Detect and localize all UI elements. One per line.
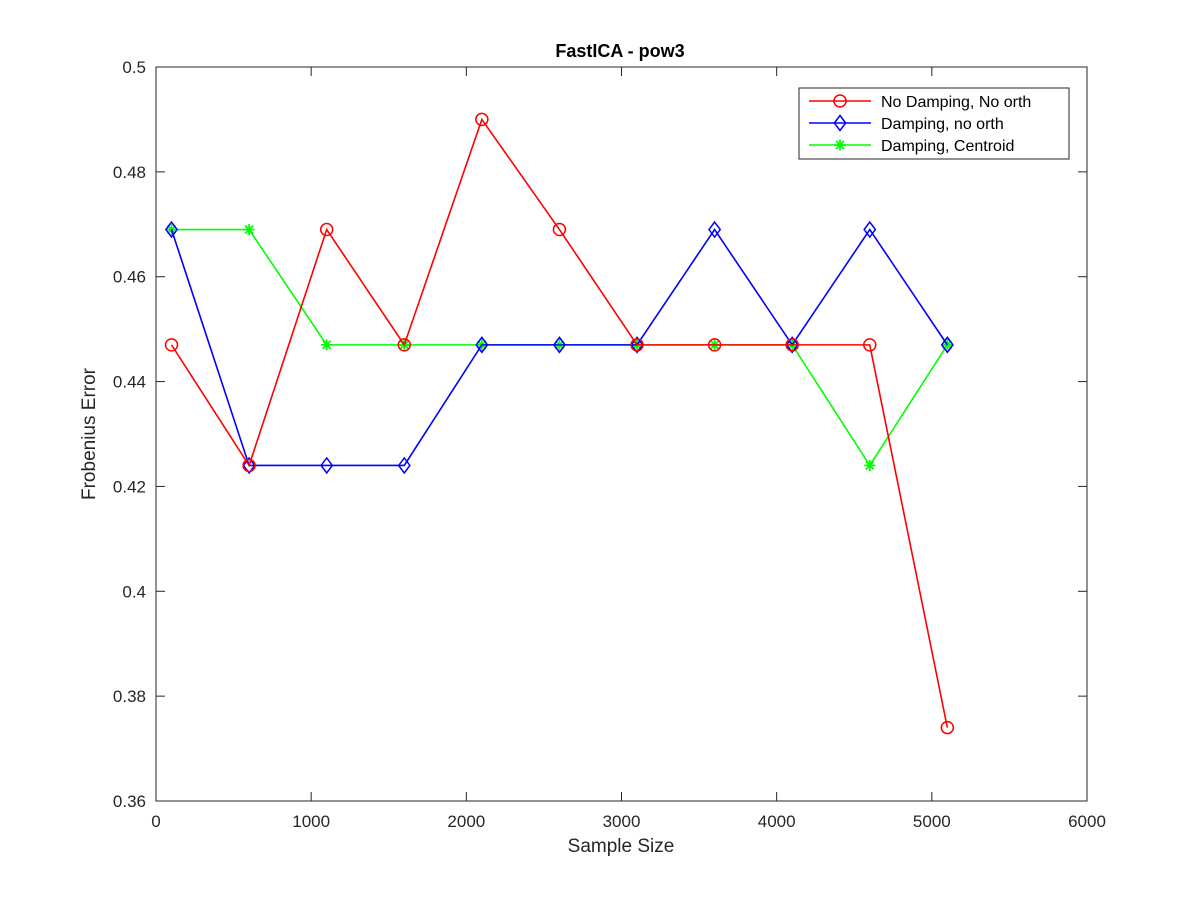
data-point [940, 336, 954, 354]
legend-marker [833, 114, 847, 132]
y-tick-label: 0.36 [113, 792, 146, 811]
x-tick-label: 5000 [913, 812, 951, 831]
x-tick-label: 6000 [1068, 812, 1106, 831]
x-tick-label: 2000 [447, 812, 485, 831]
y-tick-label: 0.44 [113, 373, 146, 392]
series-group [164, 112, 955, 735]
data-point [630, 338, 644, 352]
data-point [243, 224, 255, 236]
series-1 [164, 112, 955, 735]
data-point [552, 336, 566, 354]
plot-area [156, 67, 1087, 801]
data-point [863, 220, 877, 239]
data-point [707, 338, 722, 352]
data-point [475, 112, 489, 127]
data-point [863, 338, 877, 352]
data-point [630, 336, 644, 354]
legend-marker [833, 94, 847, 108]
data-point [319, 222, 334, 237]
series-2 [164, 220, 954, 475]
legend-label: Damping, Centroid [881, 138, 1014, 155]
y-tick-label: 0.42 [113, 477, 146, 496]
series-line [170, 117, 949, 728]
data-point [785, 338, 799, 352]
chart-title: FastICA - pow3 [555, 41, 684, 61]
legend-entry: Damping, Centroid [809, 138, 1014, 155]
x-tick-label: 0 [151, 812, 160, 831]
y-tick-label: 0.48 [113, 163, 146, 182]
legend-entry: No Damping, No orth [809, 94, 1031, 111]
data-point [397, 338, 412, 352]
series-line [170, 228, 949, 467]
plot-frame [155, 66, 1088, 802]
data-point [940, 720, 955, 735]
legend: No Damping, No orth Damping, no orth Dampi… [798, 87, 1070, 160]
data-point [242, 458, 256, 473]
data-point [552, 222, 567, 237]
x-tick-label: 1000 [292, 812, 330, 831]
x-tick-label: 4000 [758, 812, 796, 831]
y-tick-label: 0.4 [122, 582, 146, 601]
legend-entry: Damping, no orth [809, 114, 1004, 133]
legend-marker [834, 139, 846, 151]
data-point [708, 220, 722, 239]
data-point [320, 456, 334, 475]
data-point [864, 459, 876, 471]
legend-label: No Damping, No orth [881, 94, 1031, 111]
data-point [164, 338, 179, 352]
data-point [397, 456, 411, 475]
y-axis-label: Frobenius Error [79, 367, 100, 500]
legend-label: Damping, no orth [881, 116, 1004, 133]
y-tick-label: 0.5 [122, 58, 146, 77]
axes: 0 1000 2000 3000 4000 5000 6000 0.36 0.38 0.4 0.42… [113, 58, 1106, 831]
data-point [164, 220, 179, 239]
x-axis-label: Sample Size [568, 836, 675, 857]
y-tick-label: 0.38 [113, 687, 146, 706]
data-point [242, 456, 256, 475]
y-tick-label: 0.46 [113, 268, 146, 287]
x-tick-label: 3000 [603, 812, 641, 831]
data-point [475, 336, 489, 354]
data-point [321, 339, 333, 351]
data-point [785, 336, 799, 354]
